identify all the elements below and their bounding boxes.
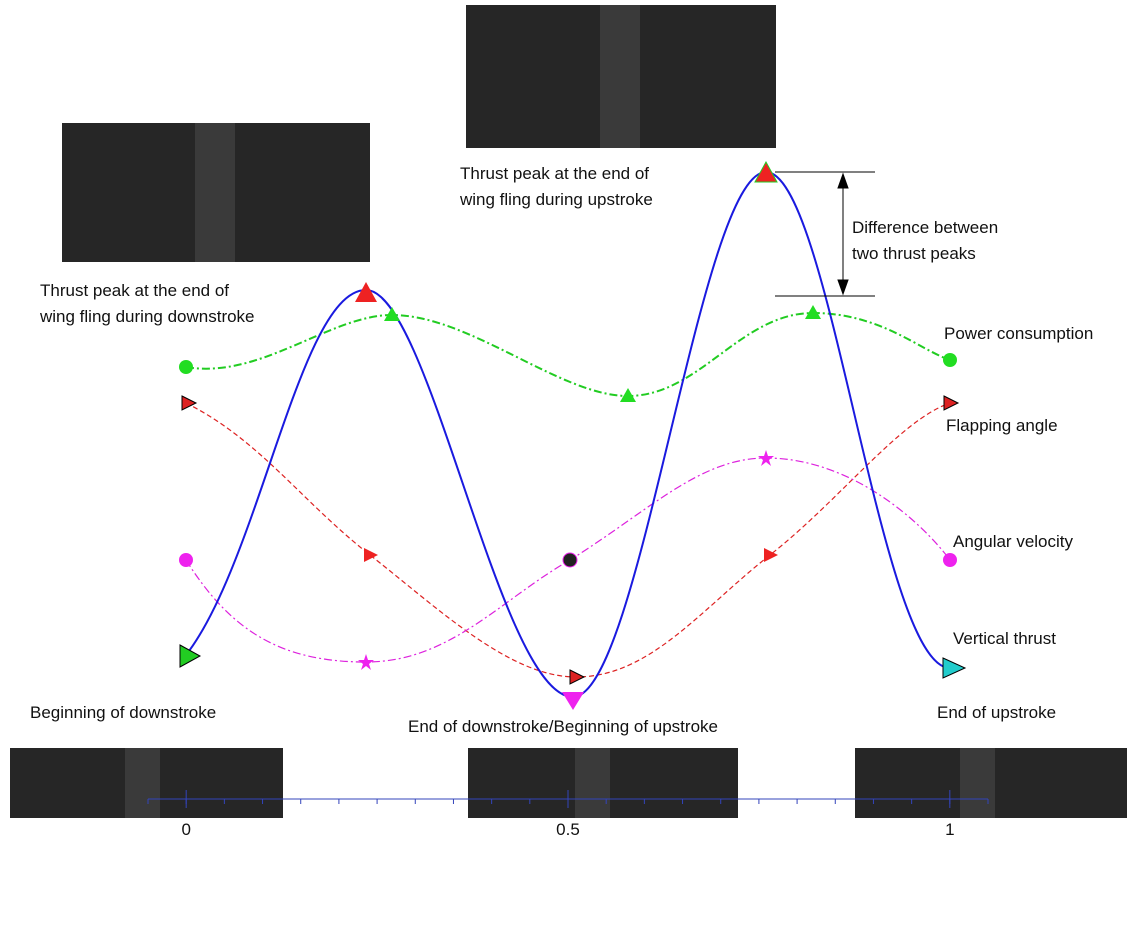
legend-label: Angular velocity [953,532,1074,551]
legend-label: Power consumption [944,324,1093,343]
annotation: Difference between [852,218,998,237]
photo [960,748,995,818]
marker [181,395,198,411]
marker [562,692,584,710]
marker [355,282,377,302]
marker [942,657,967,679]
annotation: two thrust peaks [852,244,976,263]
photo [195,123,235,262]
flapping-curve [185,402,951,678]
marker [179,360,193,374]
marker [943,553,957,567]
marker [358,654,374,670]
photo [575,748,610,818]
marker [764,548,778,562]
marker [179,644,202,668]
photo [600,5,640,148]
arrow-head [837,279,849,296]
difference-bracket [775,171,875,297]
marker [179,553,193,567]
marker [562,552,578,568]
legend-label: Flapping angle [946,416,1058,435]
arrow-head [837,172,849,189]
annotation: End of downstroke/Beginning of upstroke [408,717,718,736]
marker [805,305,821,319]
marker [384,307,400,321]
x-tick-label: 0.5 [556,820,580,839]
marker [364,548,378,562]
photo [125,748,160,818]
marker [943,395,960,411]
power-curve [185,311,951,398]
annotation: End of upstroke [937,703,1056,722]
annotation: Thrust peak at the end of [460,164,649,183]
x-tick-label: 1 [945,820,954,839]
annotation: wing fling during downstroke [39,307,255,326]
annotation: Beginning of downstroke [30,703,216,722]
photos [10,5,1127,818]
annotation: Thrust peak at the end of [40,281,229,300]
legend-label: Vertical thrust [953,629,1056,648]
marker [620,388,636,402]
x-axis [147,790,989,808]
markers [179,160,967,710]
annotation: wing fling during upstroke [459,190,653,209]
marker [758,450,774,466]
x-tick-label: 0 [181,820,190,839]
marker [943,353,957,367]
marker [754,160,778,183]
thrust-curve [185,170,951,699]
marker [569,669,586,685]
